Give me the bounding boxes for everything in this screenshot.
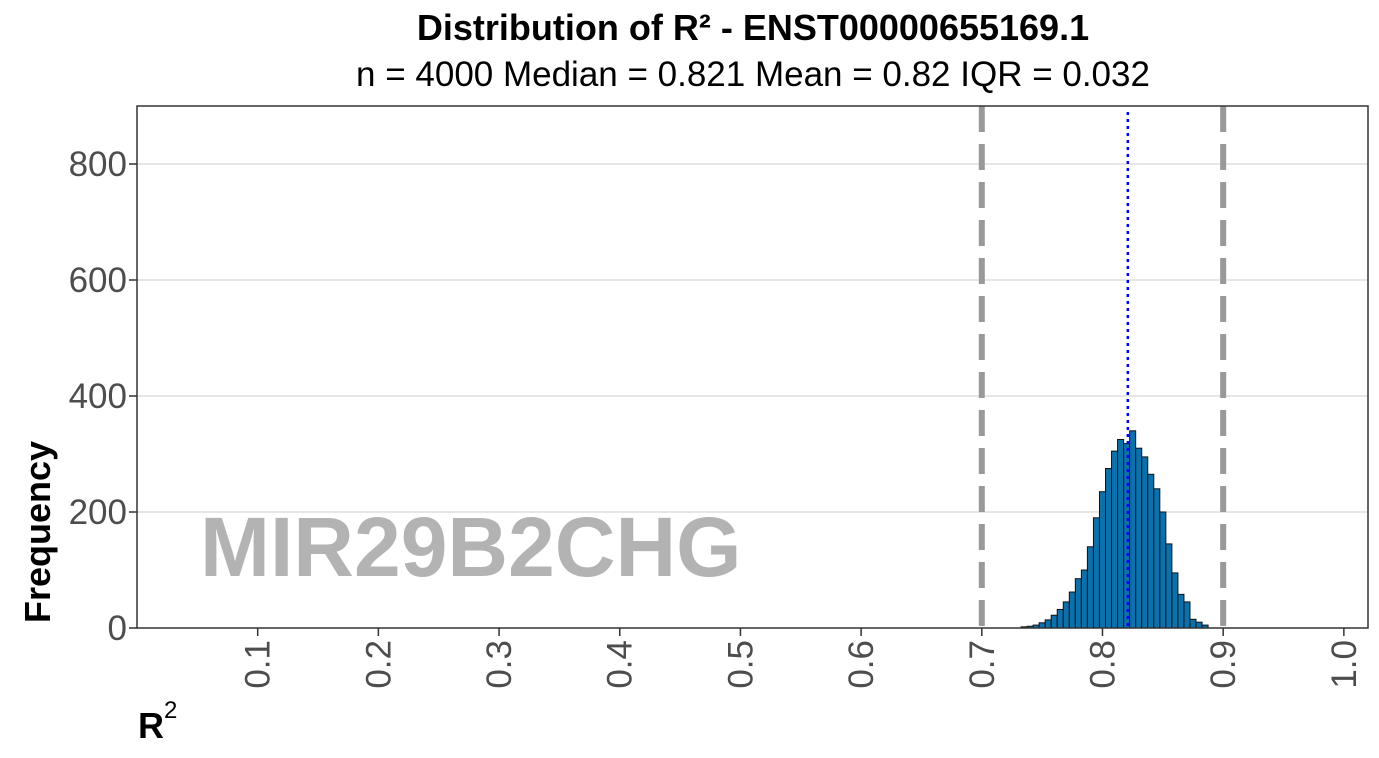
histogram-bar [1105,468,1113,629]
histogram-bar [1141,456,1149,629]
x-tick-label: 0.9 [1204,640,1243,689]
histogram-bar [1147,473,1155,629]
x-axis-title: R2 [138,697,177,746]
histogram-bar [1159,511,1167,629]
chart-title: Distribution of R² - ENST00000655169.1 [417,7,1089,48]
y-tick-label: 400 [69,377,127,416]
y-tick-label: 600 [69,261,127,300]
histogram-bar [1068,591,1076,629]
histogram-bar [1117,439,1125,629]
histogram-bar [1044,619,1052,629]
x-tick-label: 1.0 [1325,640,1364,689]
y-axis-ticks: 0 200 400 600 800 [69,145,137,648]
reference-lines [978,106,1227,628]
gene-watermark: MIR29B2CHG [200,500,741,594]
y-tick-label: 200 [69,493,127,532]
x-tick-label: 0.3 [480,640,519,689]
x-axis-title-base: R [138,705,164,746]
histogram-bar [1135,447,1143,629]
x-tick-label: 0.1 [239,640,278,689]
histogram-bar [1080,569,1088,629]
histogram-bar [1129,430,1137,629]
histogram-bar [1177,593,1185,629]
histogram-bar [1056,608,1064,629]
histogram-bar [1062,601,1070,629]
y-axis-title: Frequency [17,441,58,623]
histogram-bar [1098,491,1107,629]
y-tick-label: 800 [69,145,127,184]
histogram-bar [1153,488,1161,629]
chart-subtitle: n = 4000 Median = 0.821 Mean = 0.82 IQR … [356,55,1150,94]
histogram-bar [1171,572,1179,629]
histogram-bar [1165,543,1173,629]
histogram-bar [1092,517,1100,629]
histogram-bar [1111,450,1119,629]
histogram-bar [1038,622,1046,629]
x-tick-label: 0.7 [963,640,1002,689]
x-tick-label: 0.5 [721,640,760,689]
histogram-bar [1189,618,1197,629]
gridlines [137,163,1368,513]
x-tick-label: 0.6 [842,640,881,689]
x-tick-label: 0.8 [1083,640,1122,689]
histogram-bar [1086,546,1094,629]
x-axis-title-superscript: 2 [164,697,177,724]
x-axis-ticks: 0.1 0.2 0.3 0.4 0.5 0.6 0.7 0.8 0.9 1.0 [239,628,1364,689]
x-tick-label: 0.2 [359,640,398,689]
histogram-bar [1050,614,1058,629]
y-tick-label: 0 [108,609,127,648]
plot-panel-border [136,105,1369,629]
histogram-bar [1074,578,1082,629]
histogram-bars [1020,430,1209,629]
histogram-bar [1195,621,1203,629]
x-tick-label: 0.4 [601,640,640,689]
histogram-bar [1183,601,1191,629]
